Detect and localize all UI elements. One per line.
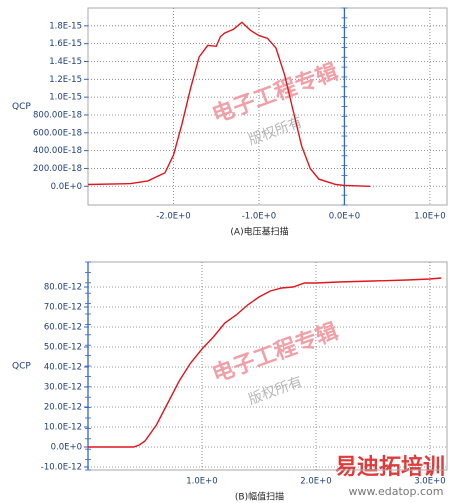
y-tick-label: 600.00E-18 — [33, 128, 82, 138]
y-tick-label: 400.00E-18 — [33, 146, 82, 156]
x-tick-label: 0.0E+0 — [329, 212, 360, 222]
y-tick-label: 10.0E-12 — [44, 423, 82, 433]
y-tick-label: 80.0E-12 — [44, 283, 82, 293]
x-tick-label: 1.0E+0 — [186, 477, 217, 487]
y-tick-label: 0.0E+0 — [51, 182, 82, 192]
y-axis-label: QCP — [12, 102, 31, 112]
y-tick-label: 1.0E-15 — [49, 93, 82, 103]
watermark: 版权所有 — [246, 374, 304, 408]
y-tick-label: 0.0E+0 — [51, 443, 82, 453]
y-tick-label: 800.00E-18 — [33, 110, 82, 120]
y-tick-label: 1.2E-15 — [49, 75, 82, 85]
y-tick-label: 60.0E-12 — [44, 323, 82, 333]
y-tick-label: 50.0E-12 — [44, 343, 82, 353]
data-line — [87, 21, 371, 187]
y-tick-label: 200.00E-18 — [33, 164, 82, 174]
chart-caption: (A)电压基扫描 — [230, 226, 288, 238]
y-tick-label: 1.4E-15 — [49, 57, 82, 67]
y-tick-label: -10.0E-12 — [41, 463, 82, 473]
chart-caption: (B)幅值扫描 — [235, 491, 284, 503]
x-tick-label: 3.0E+0 — [414, 477, 445, 487]
y-tick-label: 20.0E-12 — [44, 403, 82, 413]
y-axis-label: QCP — [12, 362, 31, 372]
data-line — [88, 277, 442, 448]
plot-frame — [87, 7, 448, 206]
x-tick-label: 2.0E+0 — [300, 477, 331, 487]
y-tick-label: 1.6E-15 — [49, 39, 82, 49]
y-tick-label: 30.0E-12 — [44, 383, 82, 393]
x-tick-label: -1.0E+0 — [242, 212, 277, 222]
logo-url: www.edatop.com — [349, 485, 444, 498]
x-tick-label: 1.0E+0 — [414, 212, 445, 222]
watermark: 电子工程专辑 — [209, 318, 342, 388]
y-tick-label: 70.0E-12 — [44, 303, 82, 313]
y-tick-label: 1.8E-15 — [49, 21, 82, 31]
watermark: 电子工程专辑 — [209, 59, 342, 129]
y-tick-label: 40.0E-12 — [44, 363, 82, 373]
logo-name: 易迪拓培训 — [335, 454, 445, 480]
x-tick-label: -2.0E+0 — [156, 212, 191, 222]
